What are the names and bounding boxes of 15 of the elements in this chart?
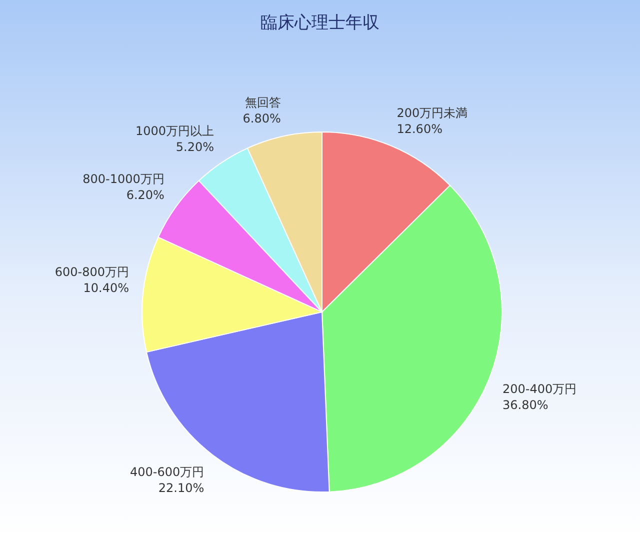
slice-label: 1000万円以上 [136,124,214,138]
data-label: 12.60% [396,122,442,136]
slice-label: 600-800万円 [54,265,130,280]
data-label: 5.20% [176,140,214,154]
data-label: 6.20% [126,188,164,202]
slice-label: 800-1000万円 [82,172,164,186]
slice-label: 無回答 [244,95,281,110]
slice-label: 200-400万円 [502,382,577,396]
chart-title: 臨床心理士年収 [260,13,380,33]
slice-label: 400-600万円 [130,465,204,480]
data-label: 22.10% [158,481,204,496]
slice-label: 200万円未満 [396,106,468,120]
data-label: 6.80% [242,111,281,126]
data-label: 36.80% [502,398,548,412]
data-label: 10.40% [83,281,130,296]
